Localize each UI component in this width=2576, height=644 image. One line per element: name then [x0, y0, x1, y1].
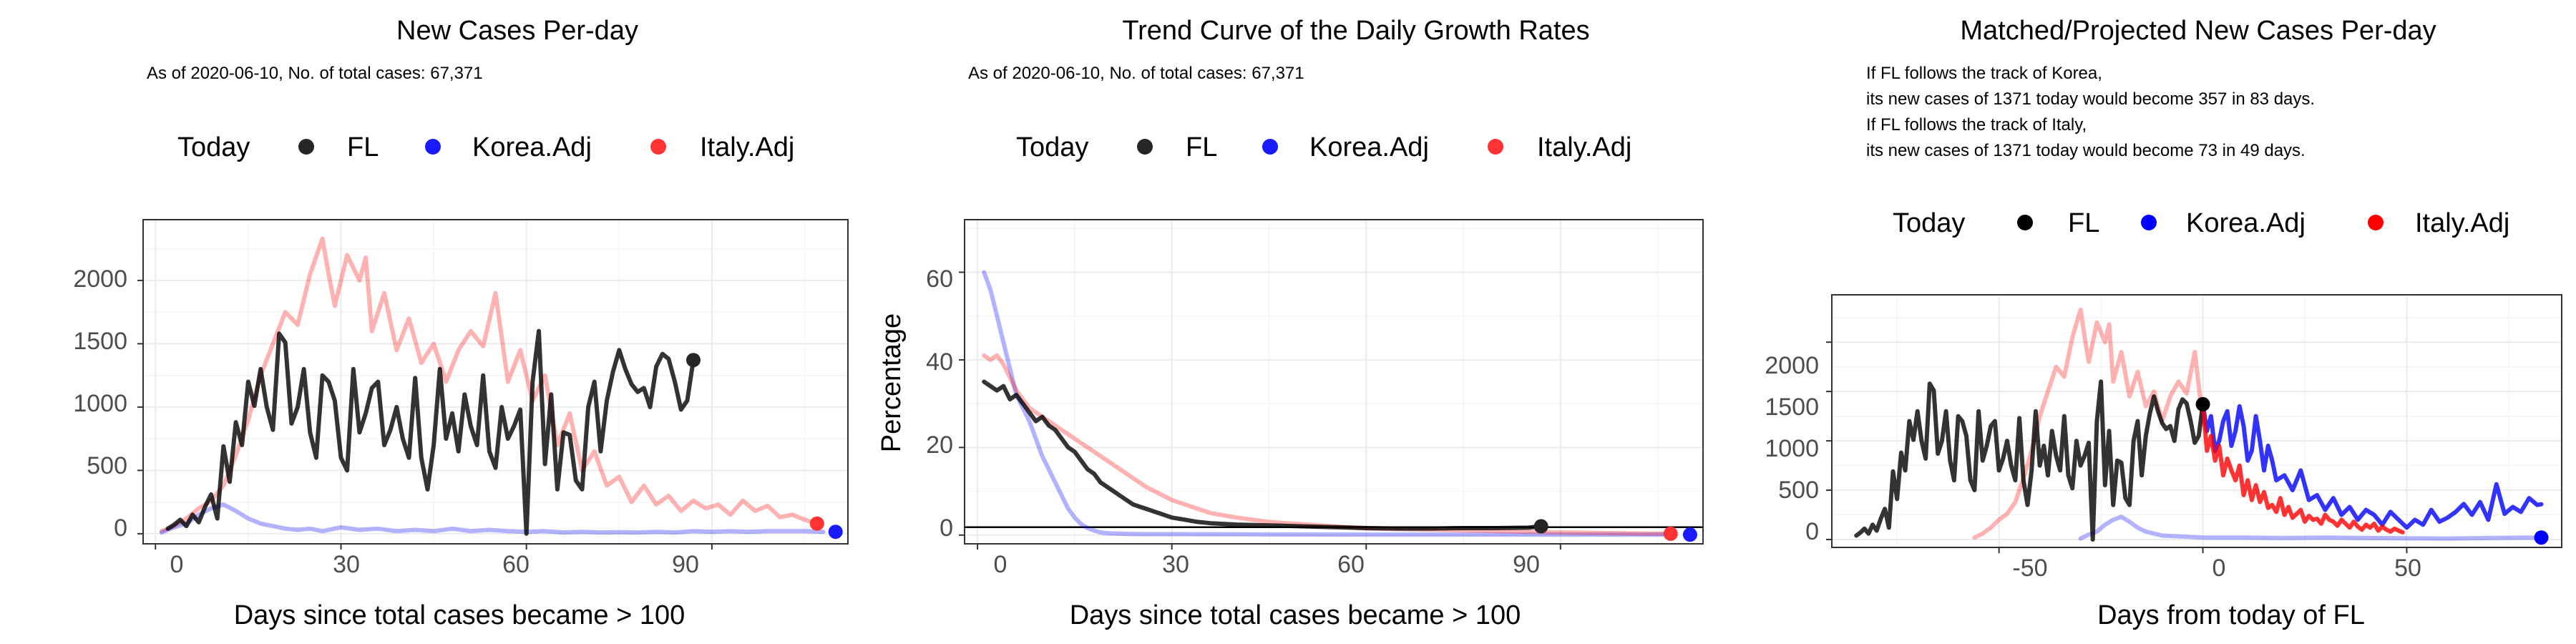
series-group — [159, 236, 826, 536]
legend-label-italy: Italy.Adj — [1537, 132, 1631, 162]
x-tick-label: 60 — [502, 551, 530, 578]
series-line-italy-adj-projected — [2200, 401, 2405, 535]
legend: Today FL Korea.Adj Italy.Adj — [1016, 132, 1631, 162]
x-axis-title: Days since total cases became > 100 — [234, 600, 686, 630]
plot-area — [137, 219, 849, 550]
y-tick-label: 0 — [114, 514, 127, 542]
y-tick-label: 20 — [926, 431, 953, 459]
panel-new-cases-per-day: New Cases Per-day As of 2020-06-10, No. … — [73, 16, 794, 630]
legend-key-italy — [2368, 215, 2384, 230]
x-tick-label: -50 — [2012, 555, 2047, 582]
plot-frame — [1831, 294, 2562, 548]
y-tick-label: 1000 — [73, 390, 127, 417]
series-line-fl — [1854, 379, 2205, 542]
plot-area — [959, 219, 1704, 550]
legend-label-korea: Korea.Adj — [1309, 132, 1429, 162]
legend-key-korea — [1262, 139, 1278, 155]
chart-note: If FL follows the track of Korea, — [1866, 64, 2102, 83]
y-axis-title: Percentage — [877, 313, 907, 452]
series-group — [965, 270, 1703, 537]
legend-label-fl: FL — [347, 132, 379, 162]
x-tick-label: 90 — [1513, 551, 1540, 578]
y-tick-label: 1000 — [1765, 435, 1819, 462]
y-tick-label: 0 — [1805, 518, 1819, 545]
series-line-italy-adj — [159, 236, 819, 534]
legend-label-italy: Italy.Adj — [2415, 208, 2509, 238]
legend-key-korea — [425, 139, 441, 155]
series-line-korea-adj — [2078, 514, 2544, 541]
y-tick-label: 2000 — [73, 265, 127, 293]
series-group — [1854, 307, 2544, 542]
chart-subtitle: As of 2020-06-10, No. of total cases: 67… — [147, 64, 483, 83]
series-line-korea-adj — [159, 502, 826, 535]
panel-matched-projected: Matched/Projected New Cases Per-day If F… — [1765, 16, 2509, 630]
y-tick-label: 500 — [87, 452, 127, 479]
today-point-fl — [2195, 396, 2210, 411]
today-point-fl — [1533, 519, 1548, 534]
x-tick-label: 0 — [994, 551, 1008, 578]
today-point-korea-adj — [2534, 530, 2549, 545]
plot-area — [1826, 294, 2562, 553]
legend: Today FL Korea.Adj Italy.Adj — [177, 132, 794, 162]
plot-background — [1832, 295, 2562, 547]
legend-label-italy: Italy.Adj — [700, 132, 794, 162]
x-tick-label: 0 — [170, 551, 184, 578]
today-point-korea-adj — [828, 525, 843, 540]
x-tick-label: 30 — [333, 551, 360, 578]
today-point-fl — [686, 353, 701, 368]
y-tick-label: 0 — [940, 514, 953, 542]
legend-title: Today — [177, 132, 250, 162]
x-tick-label: 50 — [2394, 555, 2421, 582]
chart-note: its new cases of 1371 today would become… — [1866, 141, 2306, 160]
today-point-italy-adj — [809, 516, 824, 531]
chart-subtitle: As of 2020-06-10, No. of total cases: 67… — [968, 64, 1304, 83]
x-axis-title: Days from today of FL — [2097, 600, 2365, 630]
plot-background — [965, 220, 1703, 544]
y-tick-label: 60 — [926, 265, 953, 293]
chart-note: its new cases of 1371 today would become… — [1866, 89, 2315, 109]
plot-frame — [142, 219, 849, 545]
x-tick-label: 90 — [672, 551, 699, 578]
panel-growth-rates: Trend Curve of the Daily Growth Rates As… — [877, 16, 1631, 630]
today-point-korea-adj — [1682, 527, 1697, 542]
legend-key-italy — [650, 139, 666, 155]
series-line-fl — [982, 379, 1543, 531]
x-tick-label: 60 — [1337, 551, 1365, 578]
y-tick-label: 2000 — [1765, 352, 1819, 379]
chart-title: Trend Curve of the Daily Growth Rates — [1122, 16, 1589, 46]
x-axis-title: Days since total cases became > 100 — [1070, 600, 1521, 630]
legend-title: Today — [1016, 132, 1088, 162]
chart-title: Matched/Projected New Cases Per-day — [1960, 16, 2436, 46]
legend-label-fl: FL — [1186, 132, 1217, 162]
legend-key-fl — [298, 139, 314, 155]
legend-key-fl — [2017, 215, 2033, 230]
legend-key-italy — [1488, 139, 1503, 155]
y-tick-label: 1500 — [1765, 394, 1819, 421]
legend: Today FL Korea.Adj Italy.Adj — [1893, 208, 2509, 238]
x-tick-label: 0 — [2212, 555, 2226, 582]
y-tick-label: 500 — [1778, 477, 1819, 504]
legend-label-korea: Korea.Adj — [472, 132, 592, 162]
legend-key-korea — [2141, 215, 2157, 230]
today-point-italy-adj — [1663, 526, 1678, 541]
legend-title: Today — [1893, 208, 1965, 238]
legend-label-korea: Korea.Adj — [2186, 208, 2306, 238]
legend-label-fl: FL — [2068, 208, 2099, 238]
plot-frame — [964, 219, 1704, 545]
series-line-korea-adj-projected — [2200, 401, 2544, 530]
x-tick-label: 30 — [1162, 551, 1189, 578]
y-tick-label: 40 — [926, 348, 953, 376]
chart-note: If FL follows the track of Italy, — [1866, 115, 2087, 135]
y-tick-label: 1500 — [73, 328, 127, 355]
series-line-fl — [165, 328, 696, 536]
legend-key-fl — [1137, 139, 1153, 155]
chart-title: New Cases Per-day — [396, 16, 638, 46]
